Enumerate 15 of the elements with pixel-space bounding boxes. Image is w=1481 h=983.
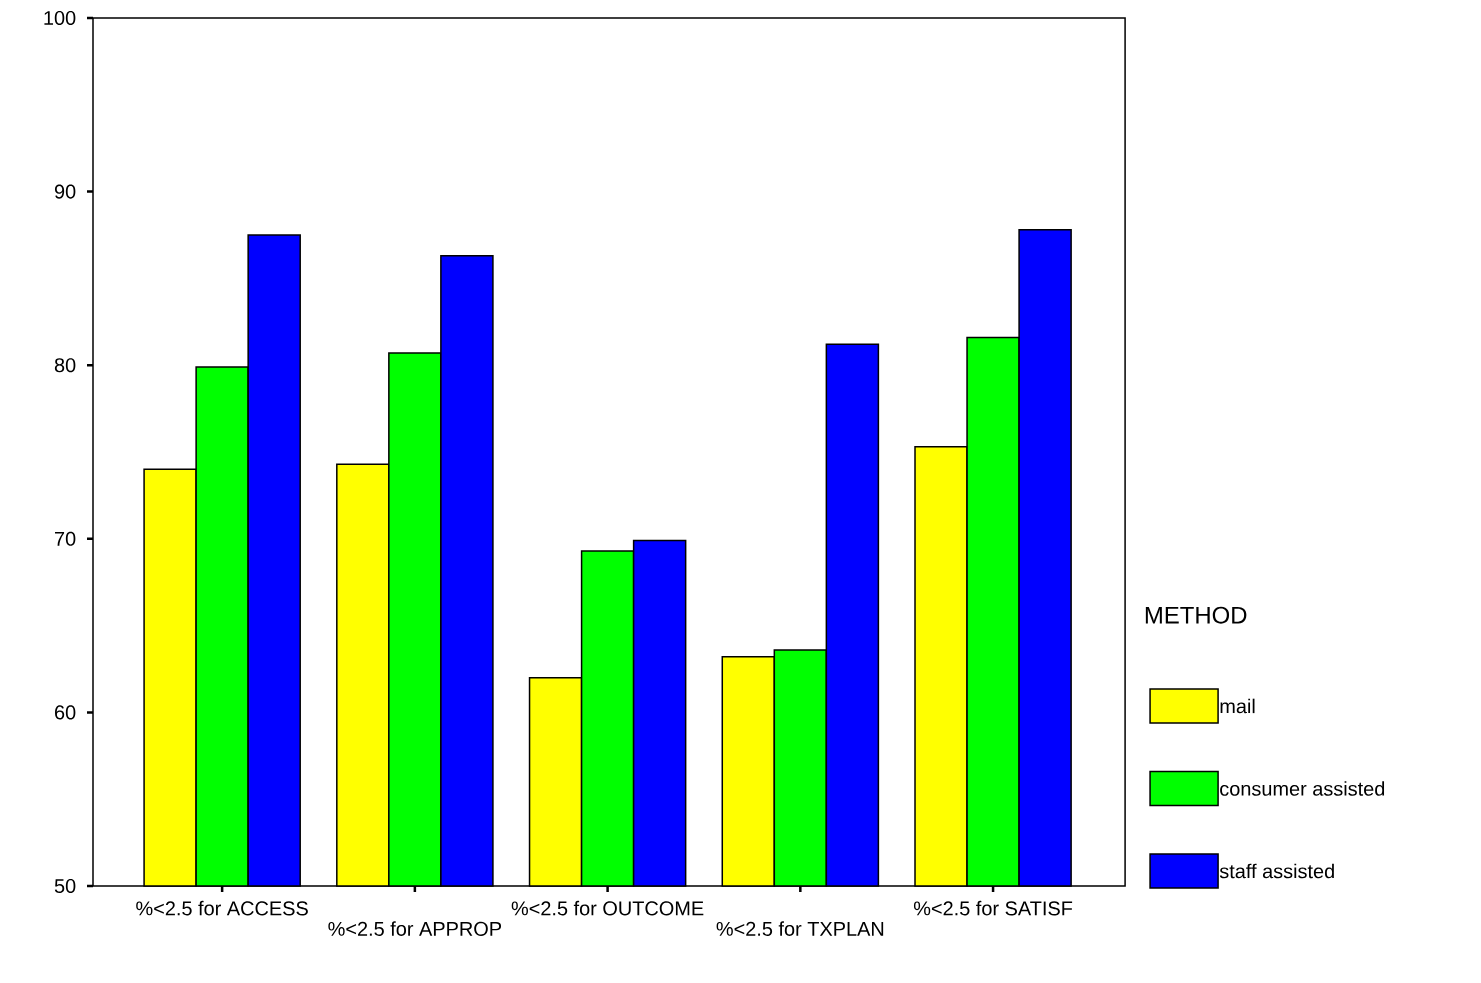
legend-label: staff assisted [1219,863,1334,879]
legend-title: METHOD [1145,606,1247,624]
y-tick-label: 80 [54,358,76,373]
y-tick-label: 90 [54,184,76,199]
x-tick-label: %<2.5 for SATISF [913,900,1073,916]
x-tick-label: %<2.5 for TXPLAN [716,921,884,936]
x-tick-label: %<2.5 for APPROP [328,921,502,936]
legend-label: consumer assisted [1220,781,1385,796]
y-tick-label: 60 [55,705,76,720]
x-tick-label: %<2.5 for OUTCOME [511,900,704,916]
legend-label: mail [1220,698,1255,714]
y-tick-label: 70 [55,531,76,546]
x-tick-label: %<2.5 for ACCESS [136,900,308,916]
y-tick-label: 100 [44,10,76,26]
y-tick-label: 50 [54,878,76,894]
